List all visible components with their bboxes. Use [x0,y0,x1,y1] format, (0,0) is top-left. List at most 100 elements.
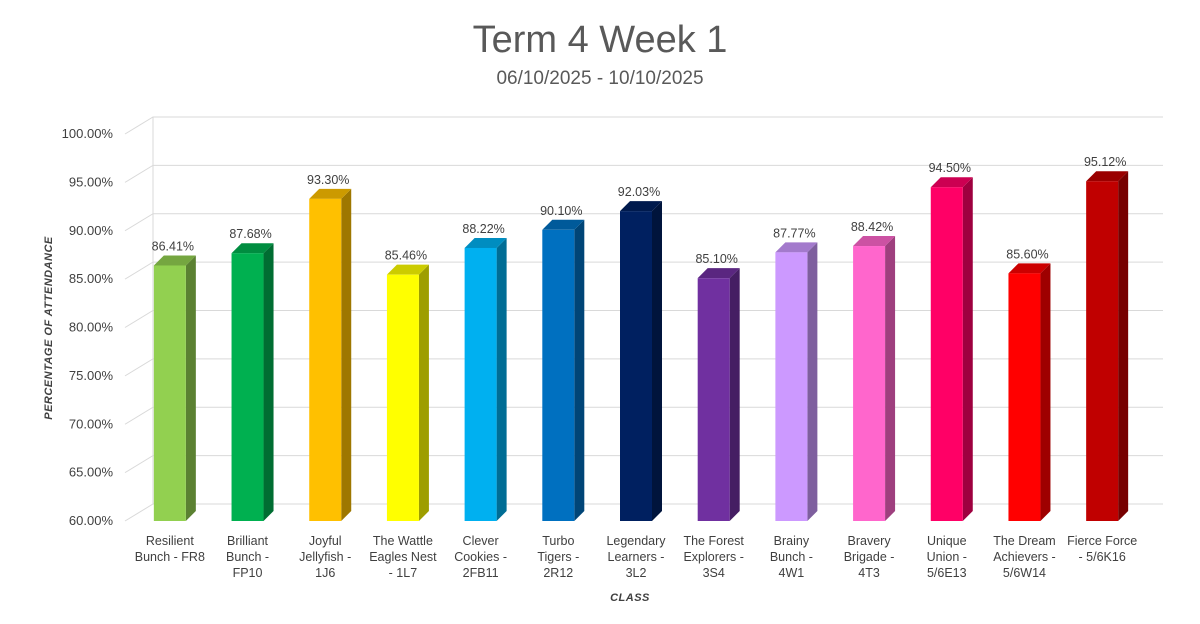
bar-side-face [1040,263,1051,521]
gridline [124,116,1163,135]
x-tick-label: Resilient Bunch - FR8 [135,534,205,564]
bar-front-face [153,265,186,521]
bar-side-face [341,188,352,521]
y-tick-label: 60.00% [69,513,114,528]
bar-top-face [775,242,818,253]
y-tick-label: 90.00% [69,223,114,238]
bar-front-face [775,252,808,521]
bar [1086,171,1129,522]
data-label: 86.41% [152,239,194,253]
data-label: 88.22% [462,222,504,236]
bar-side-face [185,255,196,521]
bar-top-face [464,237,507,248]
x-tick-label: Brilliant Bunch -FP10 [226,534,269,580]
bar-top-face [153,255,196,266]
bar-front-face [309,198,342,521]
x-tick-label: Turbo Tigers -2R12 [537,534,579,580]
bar-top-face [1008,263,1051,274]
gridlines [124,116,1163,522]
gridline [124,164,1163,183]
bar-top-face [542,219,585,230]
x-tick-label: Fierce Force - 5/6K16 [1067,534,1137,564]
data-label: 95.12% [1084,155,1126,169]
chart-subtitle: 06/10/2025 - 10/10/2025 [496,68,703,89]
x-axis-title: CLASS [610,592,650,604]
bar [153,255,196,521]
bar-front-face [1086,181,1119,522]
bar-side-face [807,242,818,521]
bar-front-face [930,187,963,521]
bar-top-face [1086,171,1129,182]
bar [775,242,818,521]
bar-front-face [1008,273,1041,521]
bar [620,201,662,522]
y-tick-label: 100.00% [62,126,114,141]
bar-side-face [1118,171,1129,522]
y-axis-ticks: 60.00% 65.00% 70.00% 75.00% 80.00% 85.00% 90.0… [62,126,114,528]
data-label: 85.46% [385,249,427,263]
bar [853,236,896,521]
x-tick-label: The Dream Achievers -5/6W14 [993,534,1056,580]
x-tick-label: Joyful Jellyfish -1J6 [299,534,351,580]
chart-title: Term 4 Week 1 [473,19,728,61]
x-tick-label: Legendary Learners -3L2 [606,534,666,580]
y-tick-label: 70.00% [69,416,114,431]
y-tick-label: 75.00% [69,368,114,383]
bars [153,171,1129,522]
bar-front-face [464,247,497,521]
bar [231,243,274,522]
data-label: 88.42% [851,220,893,234]
data-labels: 86.41% 87.68% 93.30% 85.46% 88.22% 90.10% 92.0… [152,155,1127,266]
x-tick-label: The Forest Explorers -3S4 [683,534,744,580]
y-tick-label: 95.00% [69,174,114,189]
bar-top-face [386,264,429,275]
bar-front-face [620,211,652,522]
bar-side-face [885,236,896,521]
bar-side-face [652,201,662,522]
x-tick-label: Bravery Brigade -4T3 [844,534,895,580]
x-tick-label: The Wattle Eagles Nest - 1L7 [369,534,437,580]
data-label: 85.60% [1006,247,1048,261]
bar-side-face [263,243,274,522]
data-label: 87.77% [773,226,815,240]
bar-side-face [418,264,429,521]
bar-top-face [697,268,740,279]
data-label: 87.68% [229,227,271,241]
bar-top-face [620,201,662,212]
bar-top-face [930,177,973,188]
y-tick-label: 85.00% [69,271,114,286]
data-label: 92.03% [618,185,660,199]
bar [930,177,973,521]
data-label: 93.30% [307,173,349,187]
bar-side-face [962,177,973,521]
y-tick-label: 65.00% [69,465,114,480]
y-axis-title: PERCENTAGE OF ATTENDANCE [43,236,55,420]
bar-top-face [309,188,352,199]
bar [386,264,429,521]
bar [1008,263,1051,521]
bar-top-face [231,243,274,254]
data-label: 90.10% [540,204,582,218]
bar-front-face [542,229,575,521]
y-tick-label: 80.00% [69,320,114,335]
data-label: 85.10% [695,252,737,266]
bar-side-face [574,219,585,521]
bar [542,219,585,521]
bar [697,268,740,521]
bar-top-face [853,236,896,247]
bar [309,188,352,521]
data-label: 94.50% [929,161,971,175]
bar-side-face [496,237,507,521]
x-tick-label: Unique Union -5/6E13 [927,534,967,580]
x-axis-ticks: Resilient Bunch - FR8 Brilliant Bunch -FP10… [135,534,1138,580]
bar-front-face [853,246,886,521]
bar-front-face [386,274,419,521]
x-tick-label: Brainy Bunch -4W1 [770,534,813,580]
bar [464,237,507,521]
bar-side-face [729,268,740,521]
bar-front-face [697,278,730,521]
x-tick-label: Clever Cookies -2FB11 [454,534,507,580]
bar-front-face [231,253,264,522]
